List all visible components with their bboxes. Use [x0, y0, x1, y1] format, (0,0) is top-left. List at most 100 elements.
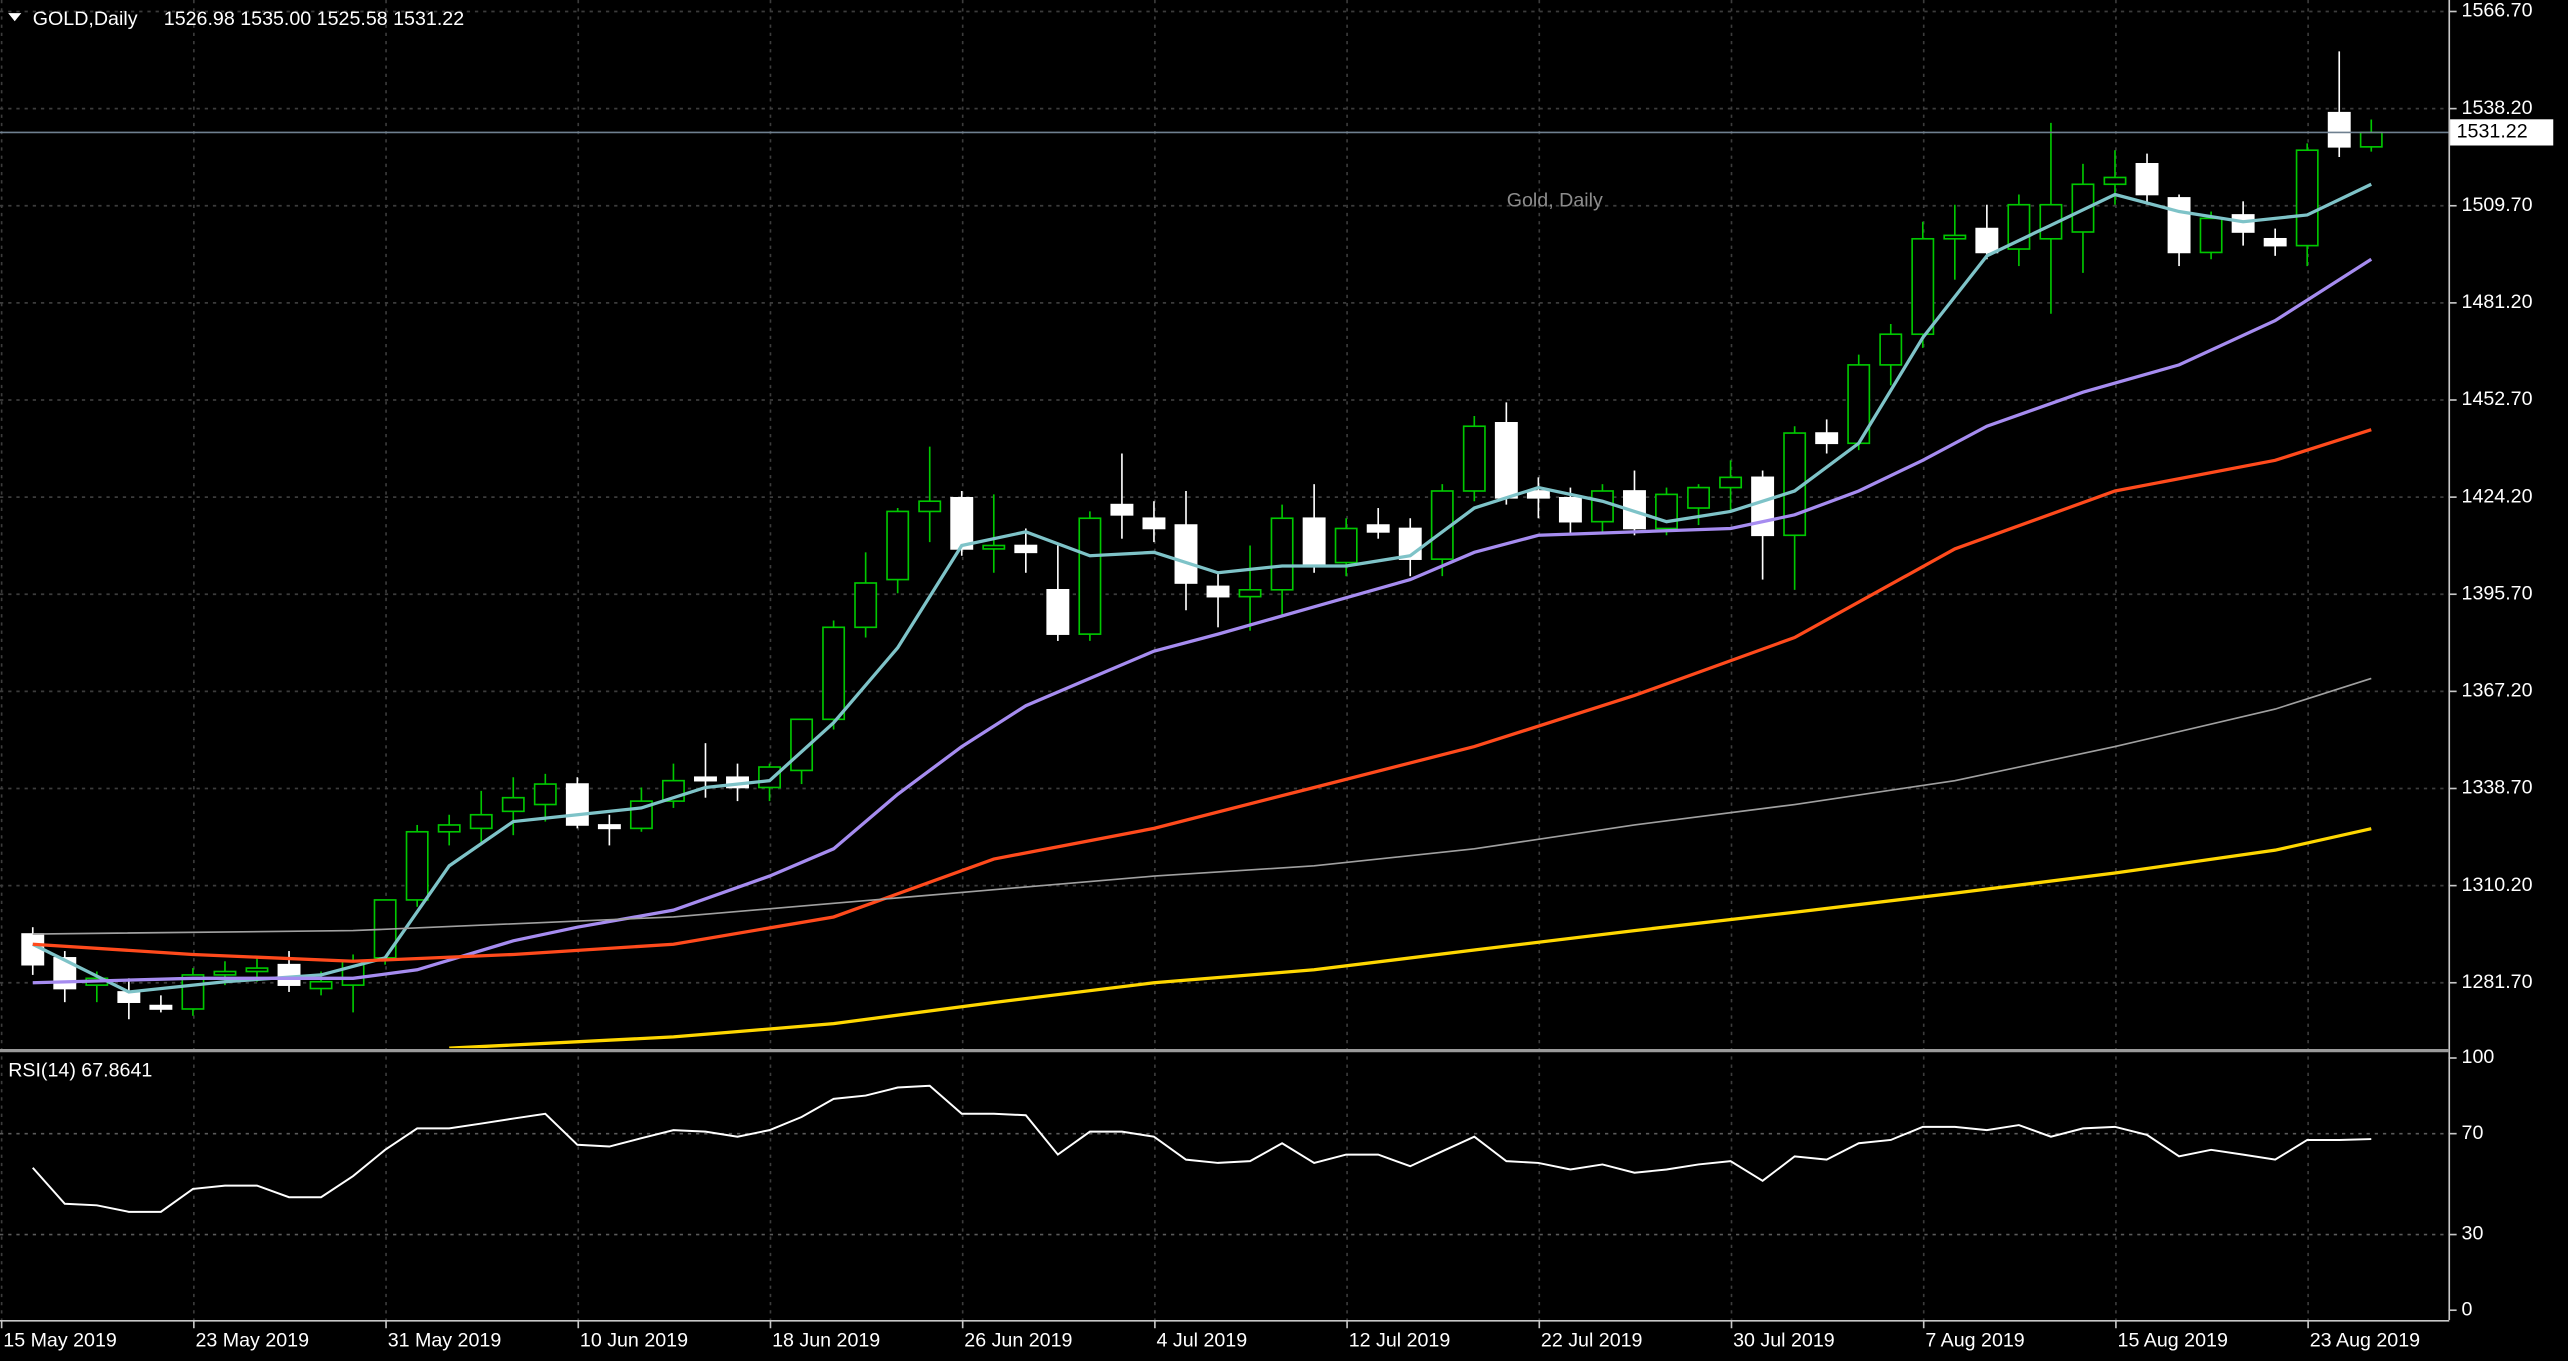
x-tick-label: 15 May 2019 — [3, 1330, 117, 1352]
y-tick-label: 1310.20 — [2462, 874, 2533, 896]
candle-body-down — [2327, 111, 2351, 148]
candle-body-down — [2167, 197, 2191, 254]
candle-body-up — [2359, 131, 2383, 148]
x-tick-label: 31 May 2019 — [388, 1330, 502, 1352]
watermark: Gold, Daily — [1507, 190, 1603, 212]
candle-body-up — [918, 500, 942, 513]
candle-body-down — [1815, 432, 1839, 445]
x-tick-label: 23 May 2019 — [195, 1330, 309, 1352]
candle-body-down — [1110, 503, 1134, 516]
candle-body-up — [309, 980, 333, 990]
candle-body-up — [1334, 527, 1358, 564]
candle-body-down — [1014, 544, 1038, 554]
y-tick-label: 1424.20 — [2462, 485, 2533, 507]
candle-body-up — [1462, 425, 1486, 492]
moving-average-line — [32, 182, 2372, 994]
candle-body-up — [213, 970, 237, 976]
candle-body-down — [1526, 490, 1550, 499]
candle-body-up — [822, 626, 846, 721]
y-tick-label: 0 — [2462, 1298, 2473, 1320]
rsi-line — [32, 1084, 2372, 1213]
candle-body-up — [405, 830, 429, 901]
x-tick-label: 12 Jul 2019 — [1349, 1330, 1451, 1352]
x-tick-label: 26 Jun 2019 — [964, 1330, 1072, 1352]
candle-body-up — [1078, 517, 1102, 635]
rsi-panel — [32, 1084, 2372, 1213]
candle-body-down — [1142, 517, 1166, 530]
candle-body-down — [694, 776, 717, 782]
candle-body-down — [1366, 524, 1390, 533]
grid — [0, 0, 2449, 1321]
candle-body-down — [2135, 163, 2159, 196]
candle-body-up — [1270, 517, 1294, 591]
candle-body-up — [2295, 149, 2319, 247]
rsi-title: RSI(14) 67.8641 — [8, 1059, 152, 1081]
candle-body-down — [149, 1004, 173, 1010]
candle-body-up — [1238, 588, 1262, 598]
current-price-tag — [2450, 119, 2554, 146]
candle-body-down — [1174, 524, 1198, 584]
candle-body-down — [1494, 422, 1518, 499]
y-tick-label: 1281.70 — [2462, 971, 2533, 993]
y-tick-label: 70 — [2462, 1122, 2484, 1144]
candle-body-down — [277, 963, 301, 986]
moving-average-line — [32, 257, 2373, 985]
candle-body-down — [1302, 517, 1326, 567]
candle-body-up — [501, 796, 525, 813]
candle-body-down — [950, 496, 974, 550]
candle-body-up — [1943, 234, 1967, 240]
candle-body-up — [2103, 176, 2127, 186]
y-tick-label: 1395.70 — [2462, 582, 2533, 604]
candle-body-up — [982, 544, 1006, 550]
x-tick-label: 23 Aug 2019 — [2310, 1330, 2420, 1352]
candle-body-up — [1719, 476, 1743, 489]
moving-average-line — [32, 677, 2372, 935]
y-tick-label: 1538.20 — [2462, 97, 2533, 119]
y-tick-label: 100 — [2462, 1046, 2495, 1068]
candle-body-up — [245, 967, 269, 973]
candle-body-up — [1590, 490, 1614, 523]
candle-body-up — [1687, 486, 1711, 509]
x-tick-label: 30 Jul 2019 — [1733, 1330, 1835, 1352]
price-panel — [0, 51, 2449, 1049]
candle-body-down — [1558, 496, 1582, 523]
moving-average-line — [449, 827, 2372, 1049]
candle-body-down — [2263, 237, 2287, 247]
candle-body-up — [1911, 237, 1935, 336]
y-tick-label: 1367.20 — [2462, 680, 2533, 702]
candle-body-down — [1046, 588, 1070, 635]
y-tick-label: 1481.20 — [2462, 291, 2533, 313]
candle-body-down — [2231, 214, 2255, 233]
candle-body-up — [437, 824, 461, 833]
symbol-menu-arrow[interactable] — [8, 13, 22, 22]
x-tick-label: 18 Jun 2019 — [772, 1330, 880, 1352]
chart-title: GOLD,Daily — [33, 8, 138, 30]
candle-body-up — [1655, 493, 1678, 530]
candle-body-down — [1751, 476, 1775, 537]
x-tick-label: 15 Aug 2019 — [2118, 1330, 2228, 1352]
candle-body-down — [1206, 585, 1230, 598]
candle-body-up — [886, 510, 910, 581]
ohlc-label: 1526.98 1535.00 1525.58 1531.22 — [164, 8, 464, 30]
x-tick-label: 7 Aug 2019 — [1925, 1330, 2024, 1352]
x-tick-label: 22 Jul 2019 — [1541, 1330, 1643, 1352]
candle-body-up — [1879, 333, 1903, 366]
y-tick-label: 1338.70 — [2462, 777, 2533, 799]
candle-body-down — [1975, 227, 1999, 254]
y-tick-label: 1452.70 — [2462, 388, 2533, 410]
candle-body-up — [533, 783, 557, 806]
candle-body-up — [758, 766, 782, 789]
x-tick-label: 10 Jun 2019 — [580, 1330, 688, 1352]
candle-body-up — [854, 582, 878, 629]
moving-average-line — [32, 428, 2372, 963]
y-tick-label: 1566.70 — [2462, 0, 2533, 22]
candle-body-up — [469, 813, 493, 830]
y-tick-label: 30 — [2462, 1223, 2484, 1245]
candle-body-down — [597, 824, 621, 830]
candle-body-up — [2199, 217, 2223, 254]
y-tick-label: 1509.70 — [2462, 194, 2533, 216]
current-price-label: 1531.22 — [2457, 121, 2528, 143]
